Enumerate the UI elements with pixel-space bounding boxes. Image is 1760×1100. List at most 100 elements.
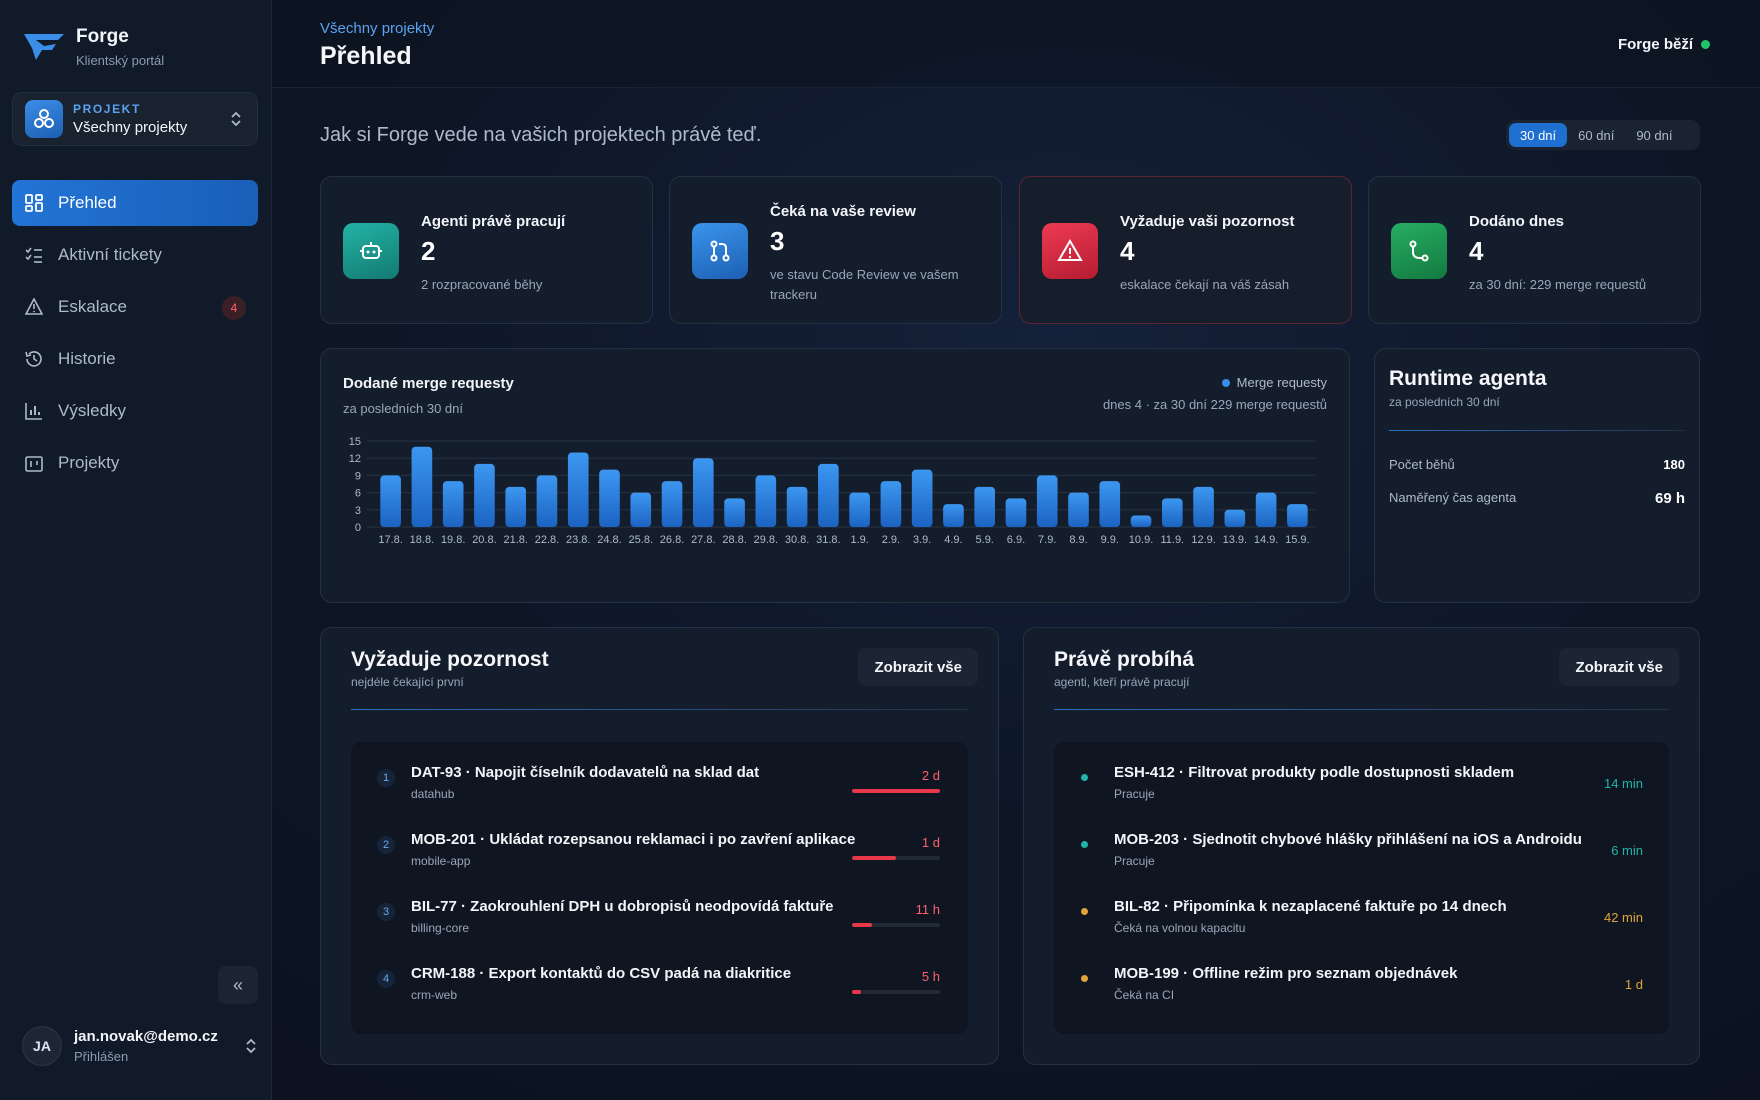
x-tick-label: 3.9. [913, 534, 931, 546]
chart-bar[interactable] [1287, 504, 1308, 527]
divider [1054, 709, 1669, 710]
sidebar-item-aktivni-tickety[interactable]: Aktivní tickety [12, 232, 258, 278]
chart-bar[interactable] [1161, 498, 1183, 527]
brand-name: Forge [76, 26, 129, 47]
chart-bar[interactable] [692, 458, 714, 527]
x-tick-label: 15.9. [1285, 534, 1309, 546]
show-all-attention-button[interactable]: Zobrazit vše [858, 648, 978, 686]
chart-bar[interactable] [724, 498, 745, 527]
panel-subtitle: nejdéle čekající první [351, 675, 464, 689]
brand-subtitle: Klientský portál [76, 53, 165, 68]
chart-bar[interactable] [818, 463, 839, 527]
chart-title: Dodané merge requesty [343, 375, 514, 392]
wait-progress-bar [852, 923, 940, 927]
projects-cluster-icon [25, 100, 63, 138]
chart-bar[interactable] [567, 452, 589, 527]
chart-bar[interactable] [411, 446, 433, 527]
range-90-button[interactable]: 90 dní [1636, 127, 1673, 143]
range-selector: 30 dní 60 dní 90 dní [1506, 120, 1700, 150]
y-tick-label: 3 [355, 505, 361, 517]
chart-bar[interactable] [630, 492, 652, 527]
list-item[interactable]: ESH-412 · Filtrovat produkty podle dostu… [1054, 742, 1669, 802]
brand[interactable]: Forge Klientský portál [22, 26, 164, 68]
x-tick-label: 28.8. [722, 534, 746, 546]
runtime-row-label: Počet běhů [1389, 457, 1455, 472]
sidebar-item-eskalace[interactable]: Eskalace 4 [12, 284, 258, 330]
chart-bar[interactable] [380, 475, 401, 527]
double-chevron-left-icon: « [232, 974, 243, 995]
item-title: MOB-201 · Ukládat rozepsanou reklamaci i… [411, 831, 856, 848]
chart-bar[interactable] [880, 481, 902, 527]
runtime-subtitle: za posledních 30 dní [1389, 395, 1500, 409]
x-tick-label: 7.9. [1038, 534, 1056, 546]
list-item[interactable]: BIL-82 · Připomínka k nezaplacené faktuř… [1054, 876, 1669, 936]
merge-requests-bar-chart: 0 3 6 9 12 15 17.8. 18.8. 19.8. 20.8. 21.8. 22.8. 23… [349, 436, 1315, 546]
avatar: JA [22, 1026, 62, 1066]
wait-progress-bar [852, 789, 940, 793]
chart-bar[interactable] [849, 492, 870, 527]
wait-progress-bar [852, 856, 940, 860]
item-title: BIL-82 · Připomínka k nezaplacené faktuř… [1114, 898, 1507, 915]
item-duration: 42 min [1603, 910, 1643, 925]
runtime-row-runs: Počet běhů 180 [1389, 457, 1685, 472]
chart-bar[interactable] [943, 504, 964, 527]
list-item[interactable]: MOB-203 · Sjednotit chybové hlášky přihl… [1054, 809, 1669, 869]
chart-bar[interactable] [1099, 481, 1121, 527]
x-tick-label: 11.9. [1160, 534, 1184, 546]
list-item[interactable]: MOB-199 · Offline režim pro seznam objed… [1054, 943, 1669, 1003]
breadcrumb[interactable]: Všechny projekty [320, 20, 435, 37]
kpi-awaiting-review[interactable]: Čeká na vaše review 3 ve stavu Code Revi… [669, 176, 1002, 324]
show-all-running-button[interactable]: Zobrazit vše [1559, 648, 1679, 686]
chart-bar[interactable] [599, 469, 620, 527]
project-switcher[interactable]: PROJEKT Všechny projekty [12, 92, 258, 146]
list-item[interactable]: 1 DAT-93 · Napojit číselník dodavatelů n… [351, 742, 968, 802]
item-duration: 14 min [1603, 776, 1643, 791]
kpi-value: 2 [421, 236, 436, 266]
chart-bar[interactable] [1255, 492, 1277, 527]
chart-bar[interactable] [505, 486, 527, 527]
sidebar-item-vysledky[interactable]: Výsledky [12, 388, 258, 434]
chart-bar[interactable] [1068, 492, 1089, 527]
sidebar-item-projekty[interactable]: Projekty [12, 440, 258, 486]
sidebar-item-prehled[interactable]: Přehled [12, 180, 258, 226]
warning-icon [24, 297, 44, 317]
list-item[interactable]: 4 CRM-188 · Export kontaktů do CSV padá … [351, 943, 968, 1003]
chart-bar[interactable] [974, 486, 996, 527]
topbar: Všechny projekty Přehled Forge běží [272, 0, 1760, 88]
list-item[interactable]: 3 BIL-77 · Zaokrouhlení DPH u dobropisů … [351, 876, 968, 936]
chart-bar[interactable] [1130, 515, 1152, 527]
chart-bar[interactable] [1224, 509, 1246, 527]
runtime-row-value: 180 [1663, 457, 1685, 472]
chart-bar[interactable] [474, 463, 495, 527]
chart-bar[interactable] [1193, 486, 1214, 527]
item-title: DAT-93 · Napojit číselník dodavatelů na … [411, 764, 760, 781]
chart-bar[interactable] [1036, 475, 1058, 527]
status-online-icon [1701, 40, 1710, 49]
x-tick-label: 2.9. [882, 534, 900, 546]
kpi-delivered-today[interactable]: Dodáno dnes 4 za 30 dní: 229 merge reque… [1368, 176, 1701, 324]
sidebar-item-label: Projekty [58, 453, 120, 472]
user-menu[interactable]: JA jan.novak@demo.cz Přihlášen [22, 1022, 258, 1070]
chart-bar[interactable] [1005, 498, 1027, 527]
running-panel: Právě probíhá agenti, kteří právě pracuj… [1023, 627, 1700, 1065]
collapse-sidebar-button[interactable]: « [218, 966, 258, 1004]
kpi-needs-attention[interactable]: Vyžaduje vaši pozornost 4 eskalace čekaj… [1019, 176, 1352, 324]
range-60-button[interactable]: 60 dní [1578, 127, 1615, 143]
runtime-title: Runtime agenta [1389, 367, 1547, 390]
x-tick-label: 21.8. [503, 534, 527, 546]
chart-bar[interactable] [536, 475, 558, 527]
chart-bar[interactable] [755, 475, 777, 527]
wait-progress-fill [852, 856, 896, 860]
chart-bar[interactable] [911, 469, 933, 527]
forge-logo-icon [24, 34, 64, 60]
sidebar-item-historie[interactable]: Historie [12, 336, 258, 382]
kpi-agents-working[interactable]: Agenti právě pracují 2 2 rozpracované bě… [320, 176, 653, 324]
user-email: jan.novak@demo.cz [74, 1028, 218, 1045]
wait-progress-fill [852, 990, 861, 994]
chart-bar[interactable] [786, 486, 808, 527]
chart-bar[interactable] [442, 481, 464, 527]
range-30-button[interactable]: 30 dní [1509, 123, 1568, 147]
chart-bar[interactable] [661, 481, 683, 527]
item-title: ESH-412 · Filtrovat produkty podle dostu… [1114, 764, 1515, 781]
list-item[interactable]: 2 MOB-201 · Ukládat rozepsanou reklamaci… [351, 809, 968, 869]
